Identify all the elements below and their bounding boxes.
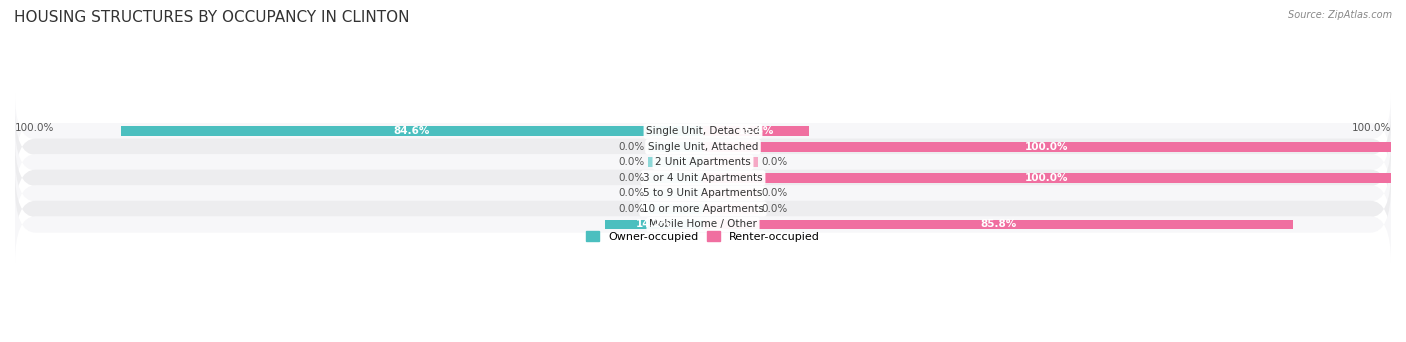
Bar xyxy=(703,204,758,214)
Text: 0.0%: 0.0% xyxy=(619,204,644,214)
Bar xyxy=(648,188,703,198)
Bar xyxy=(648,204,703,214)
FancyBboxPatch shape xyxy=(15,140,1391,216)
Text: Source: ZipAtlas.com: Source: ZipAtlas.com xyxy=(1288,10,1392,20)
FancyBboxPatch shape xyxy=(15,170,1391,247)
Bar xyxy=(703,157,758,167)
Text: 0.0%: 0.0% xyxy=(762,157,787,167)
Bar xyxy=(703,127,808,136)
Bar xyxy=(648,157,703,167)
Text: Mobile Home / Other: Mobile Home / Other xyxy=(650,220,756,229)
Text: 2 Unit Apartments: 2 Unit Apartments xyxy=(655,157,751,167)
Text: 100.0%: 100.0% xyxy=(1025,173,1069,183)
FancyBboxPatch shape xyxy=(15,124,1391,201)
Bar xyxy=(121,127,703,136)
Text: Single Unit, Attached: Single Unit, Attached xyxy=(648,142,758,152)
FancyBboxPatch shape xyxy=(15,108,1391,185)
Text: 15.4%: 15.4% xyxy=(738,126,775,136)
Text: HOUSING STRUCTURES BY OCCUPANCY IN CLINTON: HOUSING STRUCTURES BY OCCUPANCY IN CLINT… xyxy=(14,10,409,25)
FancyBboxPatch shape xyxy=(15,93,1391,170)
Text: Single Unit, Detached: Single Unit, Detached xyxy=(647,126,759,136)
Text: 100.0%: 100.0% xyxy=(15,123,55,133)
Text: 84.6%: 84.6% xyxy=(394,126,430,136)
Bar xyxy=(703,220,1294,229)
Text: 5 to 9 Unit Apartments: 5 to 9 Unit Apartments xyxy=(644,188,762,198)
Bar xyxy=(648,142,703,152)
Text: 3 or 4 Unit Apartments: 3 or 4 Unit Apartments xyxy=(643,173,763,183)
Text: 0.0%: 0.0% xyxy=(619,173,644,183)
Text: 0.0%: 0.0% xyxy=(619,188,644,198)
Text: 0.0%: 0.0% xyxy=(762,188,787,198)
Text: 10 or more Apartments: 10 or more Apartments xyxy=(643,204,763,214)
FancyBboxPatch shape xyxy=(15,155,1391,232)
Text: 100.0%: 100.0% xyxy=(1351,123,1391,133)
Bar xyxy=(648,173,703,183)
Text: 0.0%: 0.0% xyxy=(619,157,644,167)
Text: 85.8%: 85.8% xyxy=(980,220,1017,229)
Bar xyxy=(703,142,1391,152)
Text: 0.0%: 0.0% xyxy=(619,142,644,152)
Bar xyxy=(606,220,703,229)
Bar xyxy=(703,188,758,198)
Text: 14.2%: 14.2% xyxy=(636,220,672,229)
Bar xyxy=(703,173,1391,183)
Legend: Owner-occupied, Renter-occupied: Owner-occupied, Renter-occupied xyxy=(581,227,825,246)
Text: 0.0%: 0.0% xyxy=(762,204,787,214)
Text: 100.0%: 100.0% xyxy=(1025,142,1069,152)
FancyBboxPatch shape xyxy=(15,186,1391,263)
